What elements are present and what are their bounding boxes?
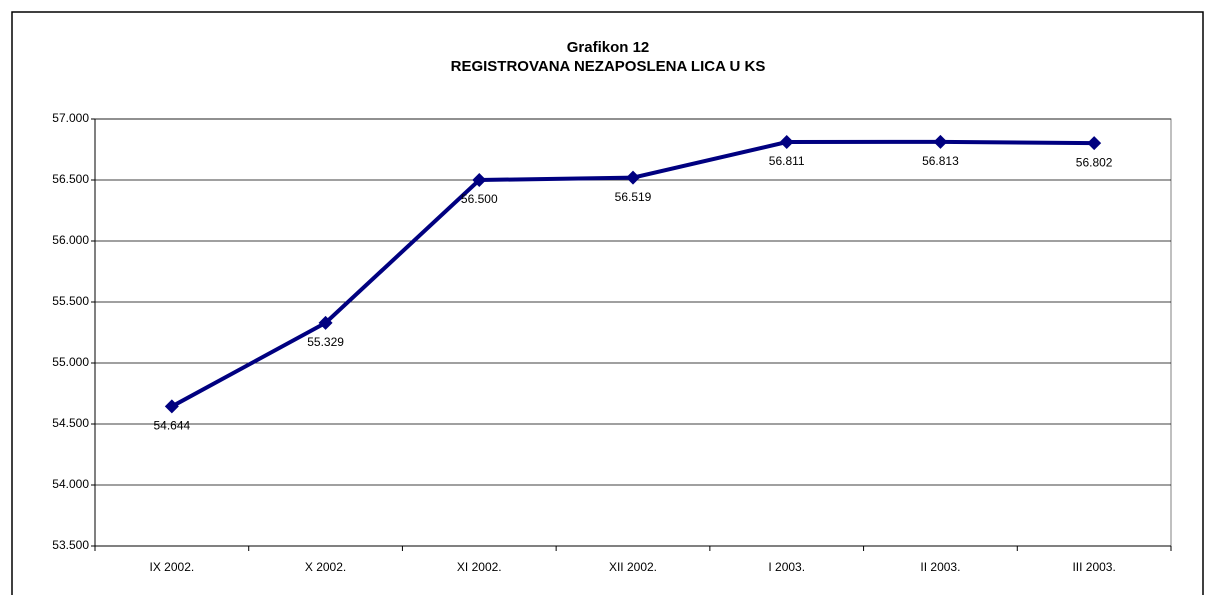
data-label: 56.802 — [1076, 155, 1113, 169]
marker — [472, 173, 487, 187]
x-tick-label: XII 2002. — [609, 560, 657, 574]
x-tick-label: III 2003. — [1072, 560, 1115, 574]
y-tick-label: 57.000 — [52, 111, 89, 125]
marker — [1087, 136, 1102, 151]
data-label: 55.329 — [307, 335, 344, 349]
y-tick-label: 53.500 — [52, 538, 89, 552]
marker — [164, 399, 179, 414]
y-tick-label: 54.500 — [52, 416, 89, 430]
y-tick-label: 56.000 — [52, 233, 89, 247]
chart-subtitle: REGISTROVANA NEZAPOSLENA LICA U KS — [451, 58, 766, 75]
chart-title: Grafikon 12 — [567, 39, 650, 56]
y-tick-label: 55.500 — [52, 294, 89, 308]
data-label: 56.813 — [922, 154, 959, 168]
marker — [318, 315, 333, 330]
marker — [933, 134, 948, 149]
data-label: 56.811 — [769, 154, 805, 168]
data-label: 56.519 — [615, 190, 652, 204]
plot-area — [94, 118, 1172, 547]
x-tick-label: IX 2002. — [150, 560, 195, 574]
marker — [779, 135, 794, 150]
x-tick-label: XI 2002. — [457, 560, 502, 574]
y-tick-label: 55.000 — [52, 355, 89, 369]
y-tick-label: 54.000 — [52, 477, 89, 491]
x-tick-label: X 2002. — [305, 560, 346, 574]
marker — [626, 170, 640, 185]
x-tick-label: I 2003. — [768, 560, 805, 574]
y-tick-label: 56.500 — [52, 172, 89, 186]
data-label: 54.644 — [154, 419, 191, 433]
x-tick-label: II 2003. — [920, 560, 960, 574]
data-label: 56.500 — [461, 192, 498, 206]
